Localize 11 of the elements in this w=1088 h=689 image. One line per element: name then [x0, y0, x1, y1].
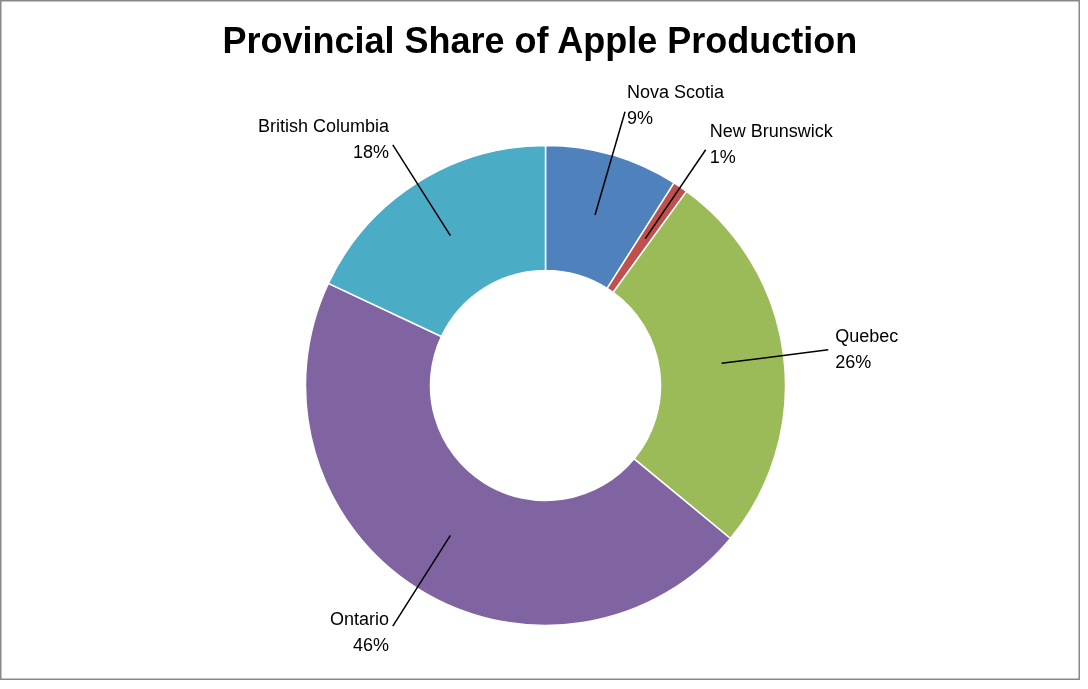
slice-label: British Columbia	[257, 115, 391, 136]
slice-label: Quebec	[835, 325, 899, 346]
slice-label: New Brunswick	[709, 120, 834, 141]
data-label: 1%	[709, 146, 736, 167]
slice-label: Nova Scotia	[626, 82, 725, 103]
slice-label: Ontario	[330, 609, 390, 630]
data-label: 18%	[353, 141, 390, 162]
chart-title: Provincial Share of Apple Production	[222, 20, 858, 61]
data-label: 26%	[835, 351, 872, 372]
data-label: 46%	[353, 635, 390, 656]
data-label: 9%	[626, 108, 653, 129]
